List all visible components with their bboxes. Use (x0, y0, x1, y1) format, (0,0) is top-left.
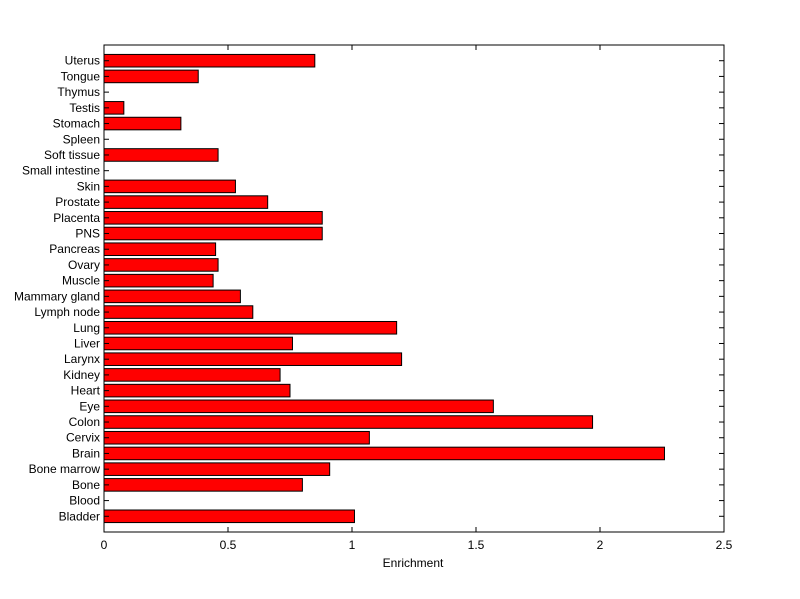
x-axis-label: Enrichment (383, 556, 444, 570)
bar-bladder (103, 509, 355, 524)
bar-stomach (103, 116, 182, 131)
x-tick-label: 1.5 (468, 538, 485, 552)
bar-placenta (103, 211, 323, 225)
bar-lung (103, 320, 398, 335)
bar-ovary (103, 258, 219, 272)
y-tick-label: Brain (72, 446, 100, 460)
bar-cervix (103, 430, 370, 445)
y-tick-label: Bone marrow (29, 462, 101, 476)
y-tick-label: Testis (69, 101, 100, 115)
y-tick-label: Lymph node (34, 305, 100, 319)
bar-heart (103, 383, 291, 398)
y-tick-label: Bladder (59, 509, 100, 523)
x-tick-label: 0 (101, 538, 108, 552)
y-tick-label: Tongue (61, 69, 101, 83)
x-tick-label: 0.5 (220, 538, 237, 552)
y-tick-label: Larynx (64, 352, 100, 366)
ticks-layer (103, 45, 725, 532)
bar-larynx (103, 352, 403, 366)
y-tick-label: Pancreas (49, 242, 100, 256)
bar-mammary-gland (103, 289, 241, 304)
bar-brain (103, 446, 665, 461)
y-tick-label: Mammary gland (14, 289, 100, 303)
y-tick-label: Liver (74, 336, 100, 350)
x-tick-label: 2.5 (716, 538, 733, 552)
x-tick-label: 2 (597, 538, 604, 552)
bar-liver (103, 336, 293, 351)
x-tick-labels: 0 0.5 1 1.5 2 2.5 (101, 538, 733, 552)
y-tick-label: Heart (71, 384, 101, 398)
bar-prostate (103, 195, 269, 209)
y-tick-label: PNS (75, 227, 100, 241)
bar-colon (103, 415, 594, 429)
y-tick-label: Small intestine (22, 164, 100, 178)
y-tick-label: Thymus (57, 85, 100, 99)
y-tick-label: Soft tissue (44, 148, 100, 162)
bar-pancreas (103, 242, 217, 257)
y-tick-label: Placenta (53, 211, 100, 225)
bar-uterus (103, 53, 316, 68)
bar-tongue (103, 69, 199, 84)
bar-pns (103, 226, 323, 241)
bar-kidney (103, 368, 281, 382)
y-tick-label: Kidney (63, 368, 100, 382)
bar-soft-tissue (103, 148, 219, 162)
bar-bone-marrow (103, 462, 331, 476)
bar-muscle (103, 273, 214, 288)
bar-eye (103, 399, 494, 414)
y-tick-label: Spleen (63, 132, 100, 146)
bar-bone (103, 478, 303, 492)
y-tick-label: Colon (69, 415, 100, 429)
y-tick-label: Prostate (55, 195, 100, 209)
y-tick-label: Cervix (66, 431, 100, 445)
y-tick-label: Skin (77, 179, 100, 193)
y-tick-label: Muscle (62, 274, 100, 288)
bar-skin (103, 179, 236, 194)
y-tick-label: Uterus (65, 54, 100, 68)
y-tick-label: Stomach (53, 117, 100, 131)
y-tick-label: Blood (69, 494, 100, 508)
y-tick-label: Ovary (68, 258, 100, 272)
y-tick-label: Bone (72, 478, 100, 492)
x-tick-label: 1 (349, 538, 356, 552)
bar-lymph-node (103, 305, 254, 319)
y-tick-label: Lung (73, 321, 100, 335)
y-tick-label: Eye (79, 399, 100, 413)
plot-frame (103, 44, 725, 533)
